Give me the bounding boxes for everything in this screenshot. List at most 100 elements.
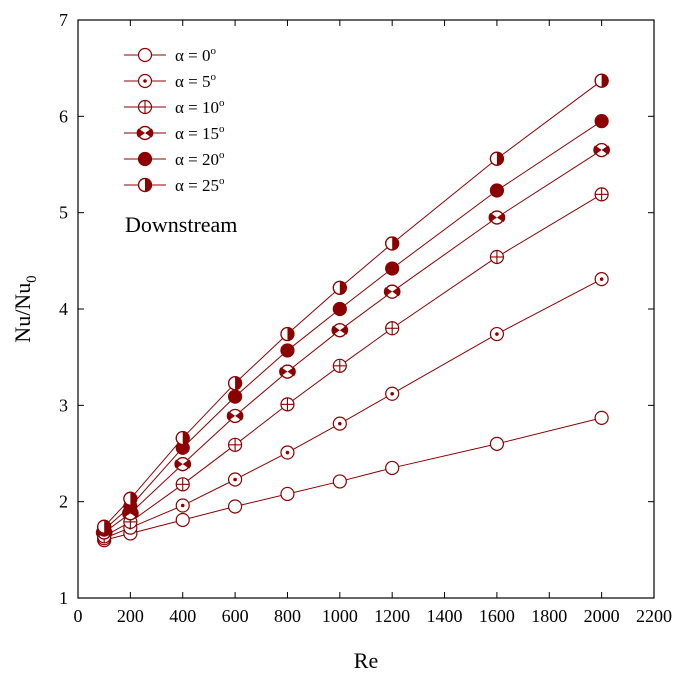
marker-rim xyxy=(489,151,505,166)
legend-label-1: α = 5o xyxy=(175,71,217,91)
data-point-s0-3 xyxy=(227,499,243,514)
data-point-s0-4 xyxy=(280,486,295,502)
data-point-s1-5 xyxy=(332,416,347,431)
legend: α = 0o α = 5o α = 10o α = 15o α = 20o α = 25o xyxy=(124,45,225,195)
data-point-s1-7 xyxy=(489,326,505,342)
marker-rim xyxy=(385,284,400,299)
marker-body xyxy=(594,114,609,129)
marker-body xyxy=(332,301,347,317)
data-point-s3-8 xyxy=(593,142,610,158)
data-point-s3-4 xyxy=(279,364,296,379)
y-tick-label: 6 xyxy=(59,106,68,126)
marker-half xyxy=(182,431,190,445)
y-tick-label: 5 xyxy=(59,203,68,223)
data-point-s3-2 xyxy=(174,456,192,472)
y-tick-label: 2 xyxy=(59,492,68,512)
marker-body xyxy=(332,474,347,489)
legend-label-4: α = 20o xyxy=(175,149,225,169)
data-point-s2-5 xyxy=(332,358,347,373)
data-point-s5-6 xyxy=(385,236,400,251)
y-tick-label: 7 xyxy=(59,10,68,30)
marker-dot xyxy=(390,391,394,396)
data-point-s5-5 xyxy=(332,280,347,295)
x-tick-label: 1400 xyxy=(427,606,463,626)
x-tick-label: 1800 xyxy=(531,606,567,626)
data-point-s5-3 xyxy=(227,376,243,391)
marker-rim xyxy=(332,323,347,338)
marker-dot xyxy=(143,79,147,83)
y-axis-title: Nu/Nu0 xyxy=(10,275,40,342)
x-axis-title: Re xyxy=(354,648,378,673)
marker-rim xyxy=(385,236,400,251)
data-point-s1-2 xyxy=(175,498,190,513)
legend-label-5: α = 25o xyxy=(175,175,225,195)
marker-half xyxy=(601,74,609,88)
legend-marker-3 xyxy=(136,125,154,141)
data-point-s5-0 xyxy=(97,519,112,534)
marker-half xyxy=(496,152,504,166)
x-tick-label: 2000 xyxy=(584,606,620,626)
data-point-s3-5 xyxy=(331,323,349,338)
legend-marker-1 xyxy=(137,73,153,89)
data-point-s5-1 xyxy=(123,491,138,506)
data-point-s0-7 xyxy=(489,436,505,451)
marker-rim xyxy=(594,73,609,88)
marker-body xyxy=(175,512,190,528)
marker-rim xyxy=(137,177,153,193)
marker-body xyxy=(385,460,400,476)
x-tick-label: 1000 xyxy=(322,606,358,626)
data-point-s2-3 xyxy=(227,437,243,452)
marker-half xyxy=(287,327,294,341)
legend-label-2: α = 10o xyxy=(175,97,225,117)
marker-body xyxy=(489,436,505,451)
marker-rim xyxy=(280,364,295,379)
marker-dot xyxy=(599,277,604,281)
marker-dot xyxy=(338,421,342,426)
x-tick-label: 800 xyxy=(274,606,301,626)
x-tick-label: 200 xyxy=(117,606,144,626)
marker-rim xyxy=(227,376,243,391)
x-tick-label: 1600 xyxy=(479,606,515,626)
x-tick-label: 1200 xyxy=(374,606,410,626)
marker-rim xyxy=(97,519,112,534)
marker-body xyxy=(385,261,400,276)
series-line-1 xyxy=(103,278,602,539)
marker-body xyxy=(227,499,243,514)
data-point-s0-8 xyxy=(594,410,609,425)
marker-dot xyxy=(495,332,499,336)
marker-body xyxy=(137,151,153,167)
data-point-s3-7 xyxy=(488,210,506,225)
marker-half xyxy=(235,376,242,390)
marker-rim xyxy=(123,491,138,506)
data-point-s1-8 xyxy=(594,272,609,287)
legend-marker-2 xyxy=(137,99,153,115)
marker-half xyxy=(104,520,111,534)
legend-label-0: α = 0o xyxy=(175,45,217,65)
x-tick-label: 0 xyxy=(74,606,83,626)
marker-half xyxy=(145,178,152,192)
data-point-s2-6 xyxy=(385,321,400,336)
legend-label-3: α = 15o xyxy=(175,123,225,143)
data-point-s1-4 xyxy=(280,445,295,460)
data-point-s4-4 xyxy=(280,343,295,358)
marker-half xyxy=(339,281,347,295)
marker-dot xyxy=(233,477,237,482)
series-line-3 xyxy=(103,149,602,533)
marker-dot xyxy=(180,503,185,508)
marker-rim xyxy=(332,280,347,295)
data-point-s3-3 xyxy=(226,408,244,424)
data-point-s5-7 xyxy=(489,151,505,166)
y-tick-label: 3 xyxy=(59,395,68,415)
marker-rim xyxy=(137,125,153,141)
marker-rim xyxy=(280,326,295,342)
data-point-s5-8 xyxy=(594,73,609,88)
y-tick-label: 1 xyxy=(59,588,68,608)
data-point-s5-4 xyxy=(280,326,295,342)
data-point-s4-3 xyxy=(227,389,243,404)
marker-body xyxy=(280,486,295,502)
data-point-s4-8 xyxy=(594,114,609,129)
marker-rim xyxy=(227,408,243,424)
data-point-s0-6 xyxy=(385,460,400,476)
data-point-s4-7 xyxy=(489,183,505,198)
marker-half xyxy=(392,236,399,250)
